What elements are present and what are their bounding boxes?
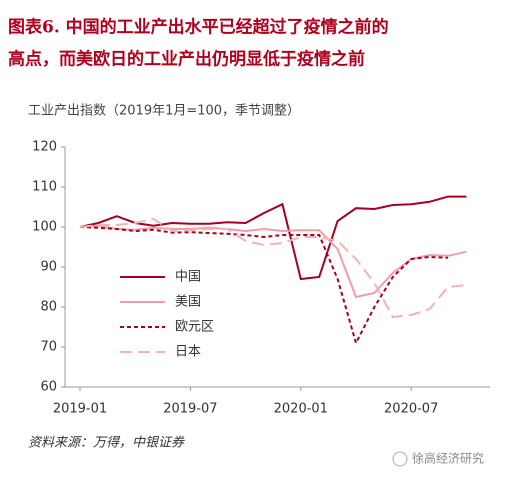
series-line — [79, 224, 467, 299]
x-tick-label: 2019-07 — [163, 402, 217, 417]
legend-label: 日本 — [175, 345, 201, 360]
y-tick-label: 60 — [40, 380, 57, 395]
chart-title: 图表6. 中国的工业产出水平已经超过了疫情之前的 — [8, 17, 389, 38]
legend-label: 美国 — [175, 295, 201, 310]
series-line — [79, 217, 467, 319]
y-tick-label: 70 — [40, 340, 57, 355]
series-line — [79, 226, 449, 346]
x-tick-label: 2020-07 — [384, 402, 438, 417]
y-tick-label: 90 — [40, 260, 57, 275]
y-tick-label: 120 — [32, 140, 57, 155]
x-tick-label: 2019-01 — [53, 402, 107, 417]
y-tick-label: 110 — [32, 180, 57, 195]
watermark-icon — [392, 451, 408, 467]
source: 资料来源：万得，中银证券 — [28, 436, 185, 451]
series-line — [79, 195, 467, 281]
chart-title: 高点，而美欧日的工业产出仍明显低于疫情之前 — [8, 49, 365, 70]
y-tick-label: 80 — [40, 300, 57, 315]
legend-label: 欧元区 — [175, 320, 214, 335]
x-tick-label: 2020-01 — [274, 402, 328, 417]
subtitle: 工业产出指数（2019年1月=100，季节调整） — [28, 104, 300, 119]
watermark: 徐高经济研究 — [412, 451, 484, 466]
legend-label: 中国 — [175, 270, 201, 285]
y-tick-label: 100 — [32, 220, 57, 235]
